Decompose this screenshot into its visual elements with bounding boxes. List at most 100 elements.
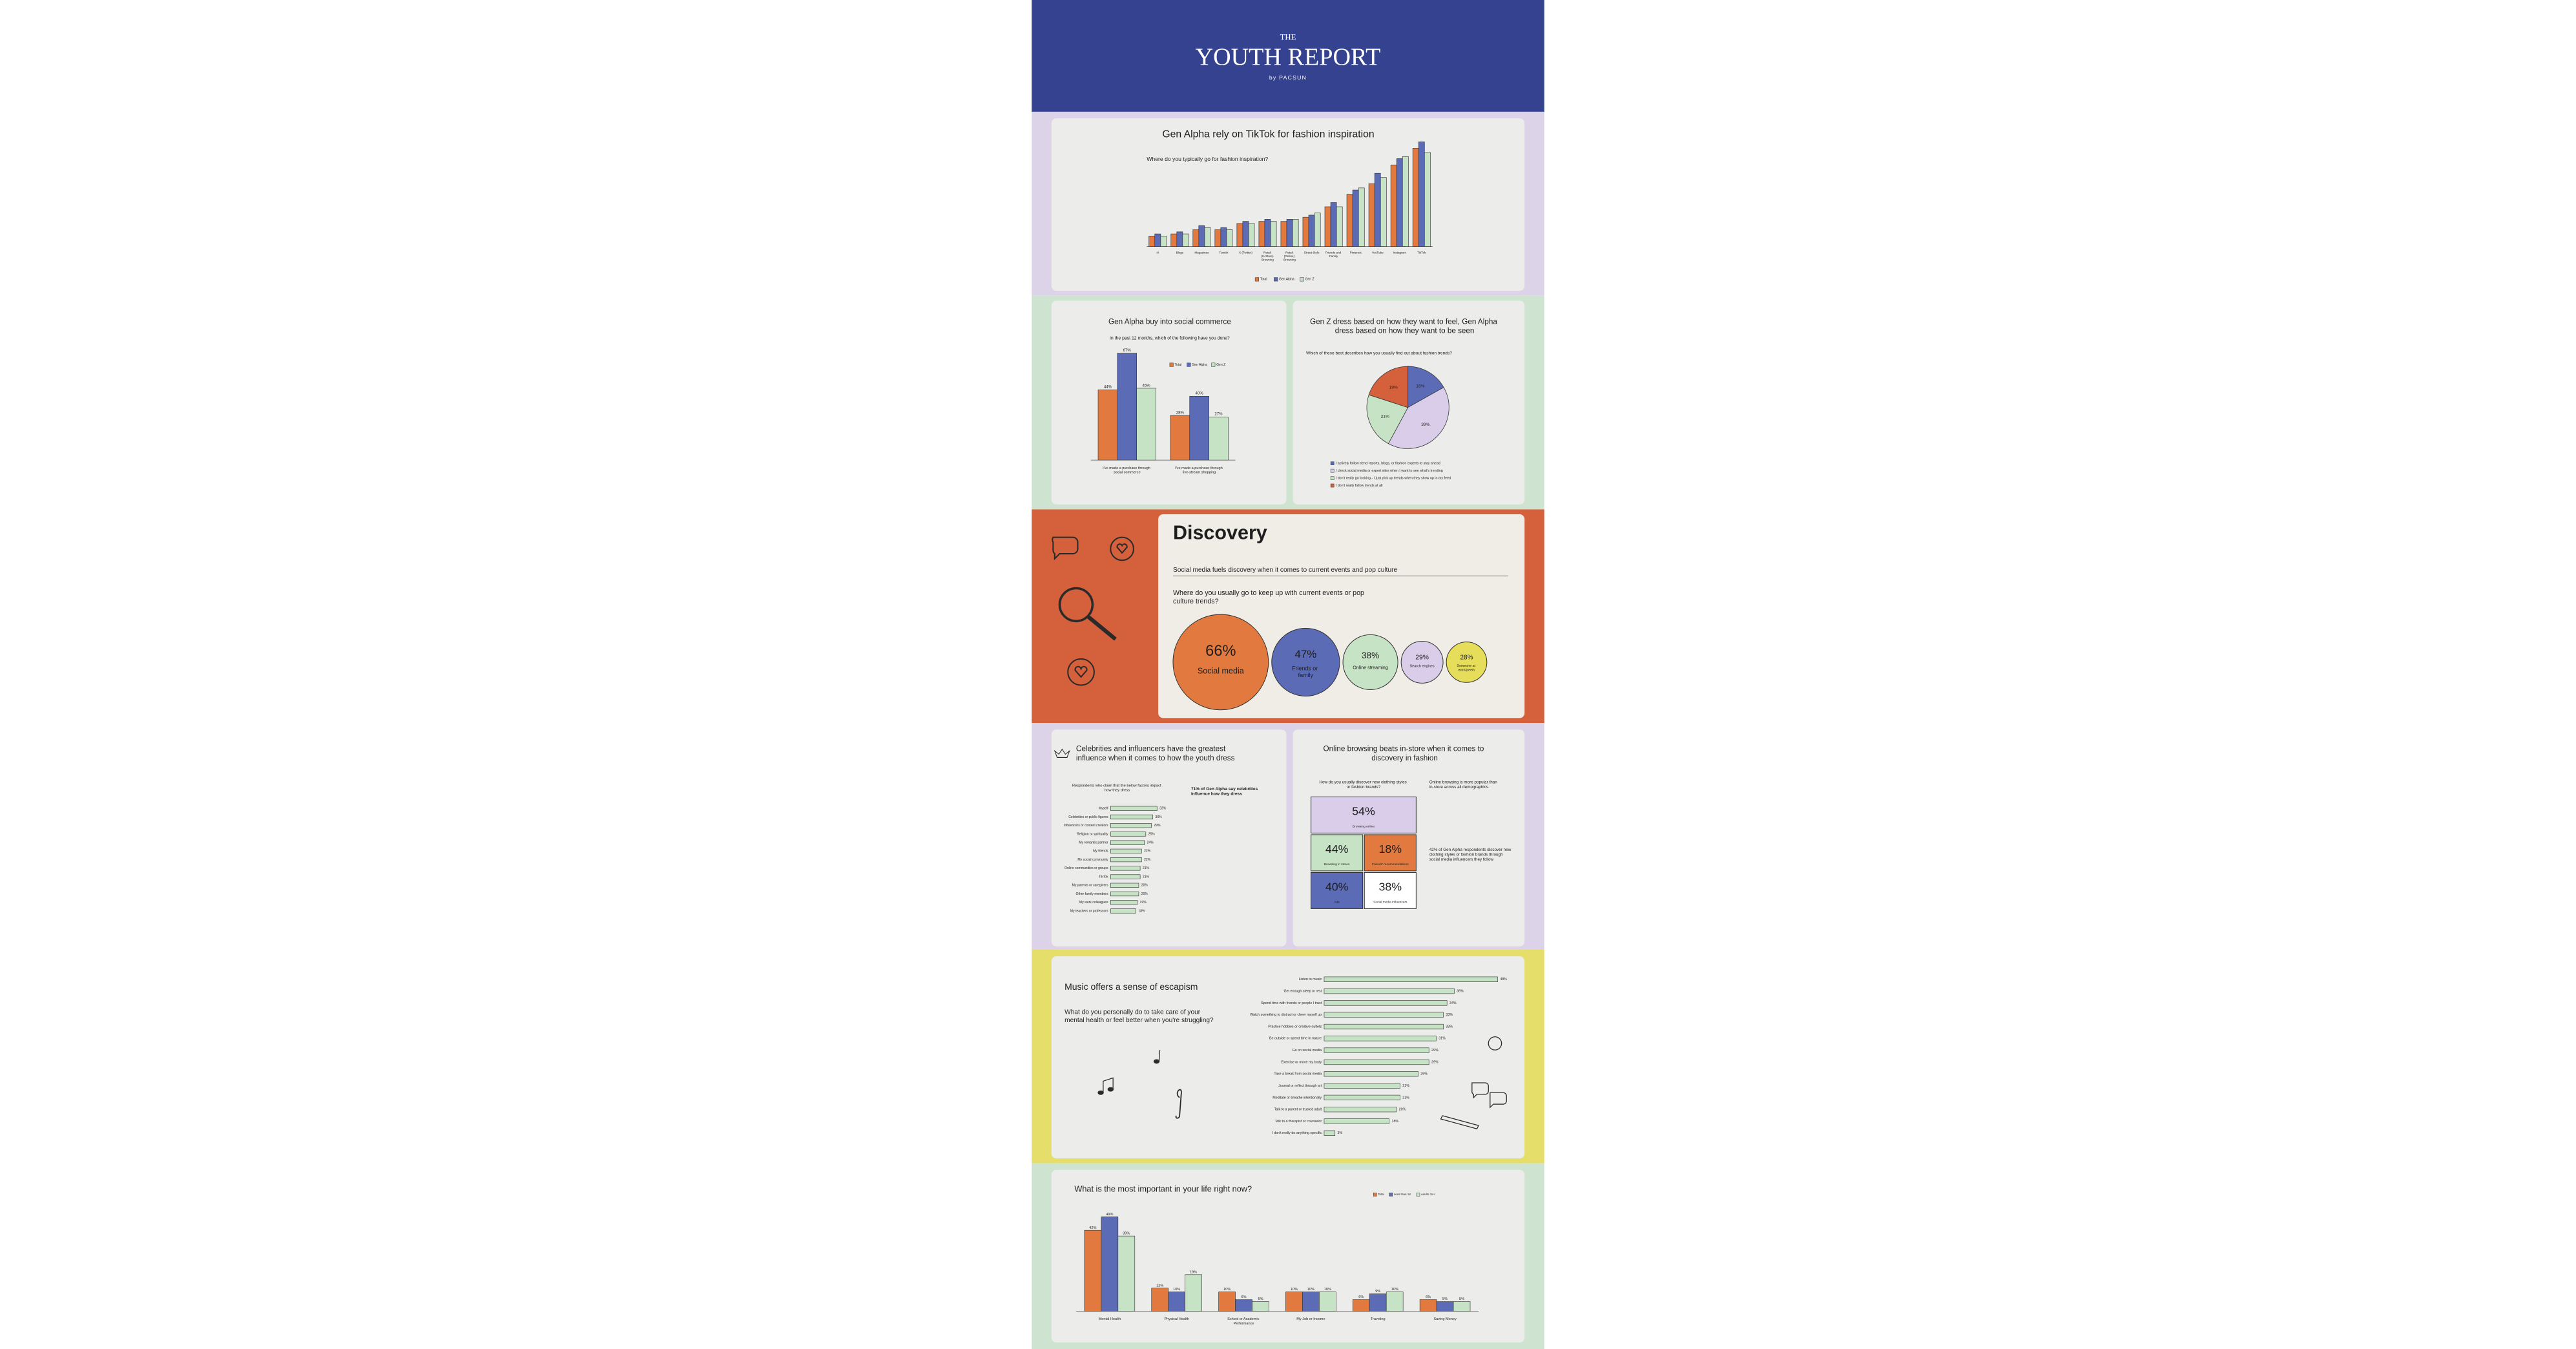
x-tick-label: TikTok — [1417, 251, 1426, 255]
chat-icon — [1471, 1082, 1489, 1099]
legend-swatch — [1300, 277, 1304, 282]
text-line: Instagram — [1393, 251, 1406, 255]
bar — [1110, 831, 1147, 837]
bar — [1324, 1094, 1400, 1101]
pie-slice — [1387, 387, 1449, 449]
x-tick-label: My Job or Income — [1296, 1318, 1325, 1322]
clef-icon — [1175, 1089, 1182, 1119]
legend-swatch — [1330, 468, 1335, 473]
y-tick-label: Practice hobbies or creative outlets — [1268, 1025, 1322, 1029]
bar — [1324, 1047, 1429, 1053]
legend-swatch — [1169, 362, 1174, 367]
bar — [1336, 206, 1343, 247]
bar — [1324, 1071, 1418, 1077]
bar — [1110, 806, 1158, 811]
value-label: 20% — [1399, 1108, 1406, 1112]
value-label: 44% — [1104, 385, 1112, 390]
value-label: 10% — [1223, 1288, 1231, 1291]
bar — [1220, 227, 1227, 247]
legend-label: I check social media or expert sites whe… — [1336, 469, 1443, 473]
bar — [1346, 194, 1353, 247]
value-label: 16% — [1416, 384, 1424, 389]
bubble-label: Search engines — [1410, 665, 1435, 669]
tile-value: 38% — [1379, 881, 1402, 894]
text-line: social commerce — [1114, 471, 1141, 475]
bar — [1110, 883, 1139, 888]
bubble-label: Social media — [1198, 667, 1244, 676]
legend-label: Gen Z — [1216, 363, 1225, 367]
bar — [1110, 814, 1154, 820]
tile — [1311, 872, 1364, 909]
value-label: 39% — [1123, 1232, 1130, 1236]
note-stem — [1103, 1077, 1114, 1093]
x-tick-label: YouTube — [1372, 251, 1384, 255]
text-line: Gen Z dress based on how they want to fe… — [1310, 318, 1499, 326]
text-line: or fashion brands? — [1347, 785, 1381, 790]
x-tick-label: Tumblr — [1219, 251, 1229, 255]
heart-bubble-icon — [1067, 658, 1095, 686]
value-label: 45% — [1143, 383, 1151, 388]
chart-subtitle: Respondents who claim that the below fac… — [1072, 784, 1162, 792]
bar — [1110, 908, 1136, 914]
header-byline: by PACSUN — [1269, 74, 1307, 81]
bar — [1324, 1107, 1397, 1113]
y-tick-label: My parents or caregivers — [1072, 884, 1108, 888]
text-line: 42% of Gen Alpha respondents discover ne… — [1429, 848, 1512, 852]
bar — [1151, 1288, 1169, 1312]
text-line: TikTok — [1417, 251, 1426, 255]
bar — [1424, 152, 1431, 247]
bar — [1110, 823, 1152, 828]
pencil-icon — [1440, 1115, 1479, 1129]
bar — [1218, 1291, 1236, 1312]
bar — [1352, 1299, 1370, 1312]
value-label: 10% — [1391, 1288, 1398, 1291]
text-line: Saving Money — [1433, 1318, 1457, 1322]
bubble — [1342, 634, 1398, 690]
bubble-value: 28% — [1460, 654, 1473, 662]
bar — [1189, 395, 1209, 461]
legend-swatch — [1187, 362, 1191, 367]
bar — [1192, 229, 1200, 247]
y-tick-label: My teachers or professors — [1070, 909, 1108, 913]
value-label: 19% — [1190, 1270, 1197, 1274]
bar — [1198, 225, 1205, 247]
text-line: influence how they dress — [1191, 791, 1242, 796]
bar — [1097, 390, 1118, 461]
value-label: 10% — [1307, 1288, 1314, 1291]
bar — [1242, 221, 1249, 247]
bar — [1302, 216, 1309, 247]
text-line: Friends and — [1325, 251, 1342, 255]
value-label: 36% — [1457, 989, 1464, 993]
bubble-label: Someone at work/peers — [1457, 665, 1476, 673]
value-label: 28% — [1176, 410, 1185, 415]
text-line: How do you usually discover new clothing… — [1319, 780, 1407, 784]
magnifier-icon — [1058, 587, 1094, 623]
y-tick-label: Talk to a parent or trusted adult — [1274, 1108, 1322, 1112]
text-line: Retail — [1263, 251, 1272, 255]
value-label: 24% — [1147, 841, 1154, 845]
music-icons — [1097, 1036, 1507, 1129]
legend-swatch — [1254, 277, 1259, 282]
bar — [1374, 173, 1381, 247]
bar — [1258, 221, 1265, 247]
bubble-value: 38% — [1362, 651, 1379, 660]
value-label: 33% — [1159, 807, 1167, 811]
text-line: culture trends? — [1173, 598, 1219, 605]
bar — [1368, 183, 1375, 247]
legend-swatch — [1330, 476, 1335, 480]
chart-title: Online browsing beats in-store when it c… — [1324, 745, 1486, 762]
bar — [1324, 206, 1331, 247]
bubble-label: Online streaming — [1353, 664, 1388, 670]
bar — [1110, 840, 1145, 845]
text-line: Blogs — [1176, 251, 1184, 255]
tile-value: 18% — [1379, 842, 1402, 855]
text-line: School or Academic — [1227, 1318, 1260, 1322]
text-line: X (Twitter) — [1239, 251, 1252, 255]
value-label: 33% — [1446, 1025, 1453, 1029]
bar — [1248, 223, 1255, 247]
legend-swatch — [1330, 461, 1335, 465]
bubble-value: 47% — [1295, 648, 1317, 660]
tile — [1311, 834, 1364, 872]
bar — [1176, 231, 1183, 247]
bar — [1324, 976, 1498, 982]
